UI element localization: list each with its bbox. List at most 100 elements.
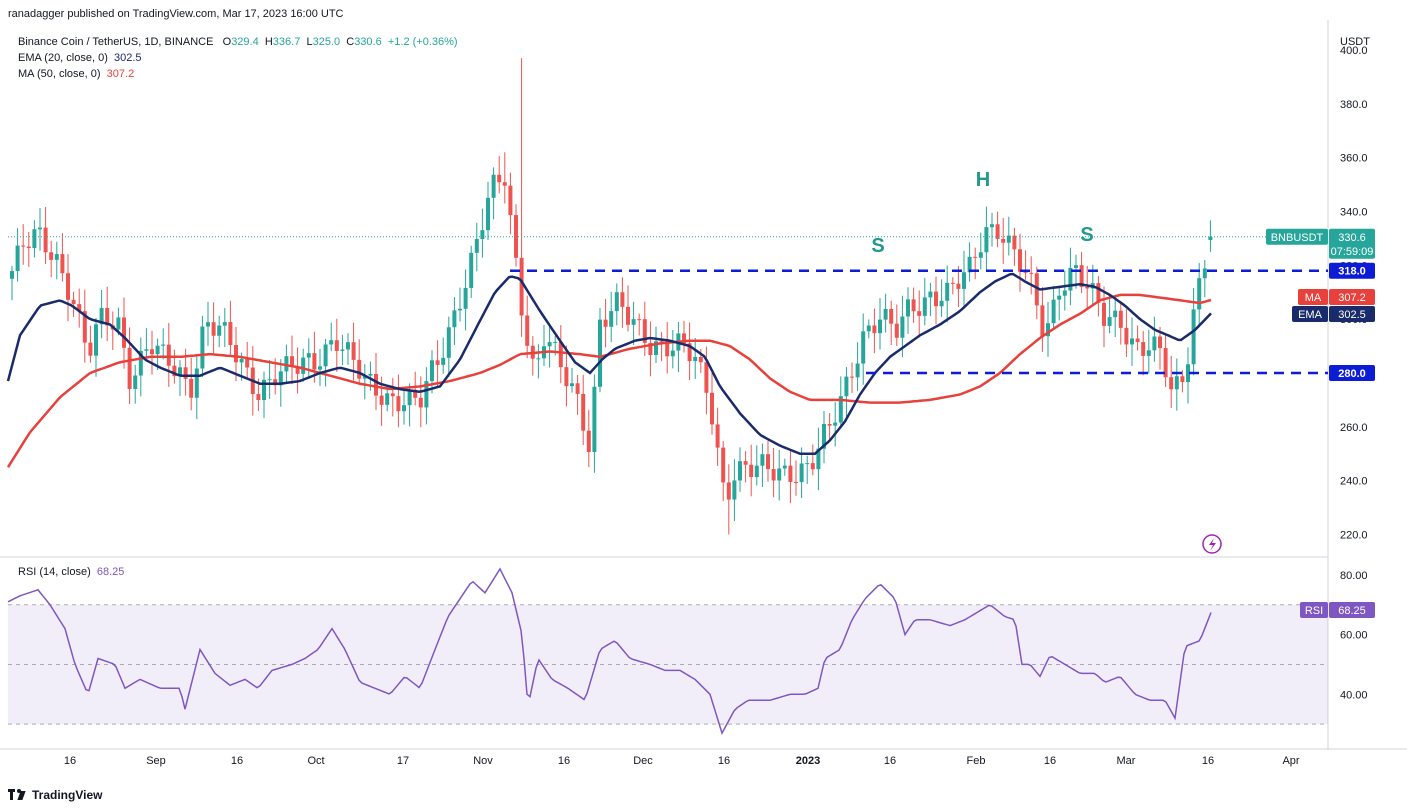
legend-open: 329.4 [231,36,259,48]
ma-tag-name-bg [1298,289,1328,305]
candle-body [60,254,65,274]
candle-body [1146,350,1151,356]
x-tick-label: 16 [884,755,896,767]
x-tick-label: Sep [146,755,166,767]
pattern-annotation: H [976,169,990,191]
rsi-label: RSI (14, close) [18,566,91,578]
candle-body [368,373,373,376]
rsi-legend: RSI (14, close) 68.25 [18,566,124,578]
candle-body [362,375,367,379]
candle-body [458,308,462,311]
candle-body [211,322,216,336]
candle-body [558,341,563,368]
candle-body [861,331,866,364]
tradingview-brand[interactable]: TradingView [8,788,102,802]
candle-body [284,356,289,372]
candle-body [592,386,597,453]
candle-body [917,311,922,316]
candle-body [1152,336,1157,351]
candle-body [827,423,832,426]
candle-body [782,465,787,469]
candle-body [486,197,490,231]
candle-body [441,357,446,365]
candle-body [1046,323,1050,337]
candle-body [715,424,720,448]
candle-body [978,252,983,258]
legend-h-label: H [264,36,273,48]
candle-body [295,366,300,374]
rsi-tag-name-bg [1300,601,1328,618]
candle-body [166,344,171,366]
candle-body [21,245,26,247]
candle-body [256,394,261,401]
price-tick-label: 400.0 [1340,45,1368,57]
candle-body [967,256,972,273]
candle-body [334,340,339,351]
x-tick-label: 16 [1044,755,1056,767]
x-tick-label: 2023 [796,755,820,767]
ma-tag-value: 307.2 [1338,292,1366,304]
candle-body [172,365,177,377]
candle-body [581,393,586,431]
candle-body [570,383,574,387]
candle-body [200,326,205,369]
candle-body [239,358,244,363]
candle-body [833,422,838,426]
legend-o-label: O [222,36,232,48]
candle-body [144,349,149,351]
legend-low: 325.0 [312,36,341,48]
candle-body [340,349,345,351]
candle-body [1079,265,1084,288]
candle-body [939,300,944,307]
candle-body [161,344,166,346]
x-tick-label: Feb [967,755,986,767]
candle-body [133,375,138,389]
candle-body [267,379,272,381]
currency-label: USDT [1340,36,1370,48]
candle-body [206,322,210,327]
candle-body [502,182,507,186]
candle-body [1174,376,1179,390]
candle-body [497,174,502,183]
candle-body [323,344,328,367]
candle-body [38,227,42,230]
candle-body [452,310,457,328]
candle-body [1034,273,1039,306]
candle-body [463,287,468,309]
candle-body [88,342,93,356]
candle-body [687,343,692,362]
candle-body [32,229,37,249]
candle-body [984,227,989,253]
x-tick-label: 16 [718,755,730,767]
candle-body [1102,302,1106,326]
price-tick-label: 220.0 [1340,529,1368,541]
candle-body [312,353,317,370]
candle-body [771,469,776,481]
ma-value: 307.2 [106,68,135,80]
candle-body [665,341,670,357]
candle-body [950,282,955,284]
price-tick-label: 260.0 [1340,422,1368,434]
candle-body [54,254,59,260]
candle-body [273,379,278,386]
candle-body [1018,249,1022,272]
candle-body [547,342,552,347]
candle-body [385,393,390,405]
candle-body [1057,295,1062,300]
candle-body [234,345,238,363]
last-price-tag-bg [1329,228,1375,259]
candle-body [1068,267,1073,291]
ema-line [6,272,1212,455]
candle-body [390,393,395,397]
candle-body [346,342,350,350]
candle-body [155,345,160,355]
legend-change: +1.2 (+0.36%) [387,36,458,48]
candle-body [357,359,362,379]
candle-body [973,256,978,258]
pattern-annotation: S [871,235,884,257]
candle-body [491,174,496,198]
candle-body [1006,235,1011,243]
candle-body [278,371,283,386]
candle-body [26,246,31,249]
